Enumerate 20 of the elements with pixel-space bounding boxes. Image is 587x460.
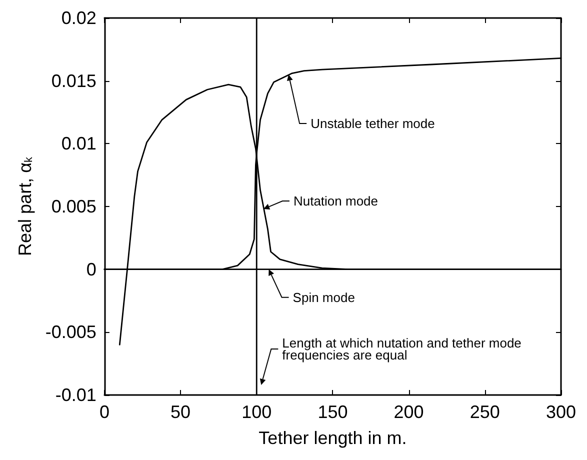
annotation: Length at which nutation and tether mode frequencies are equal <box>282 335 522 362</box>
y-tick-label: -0.005 <box>45 322 96 342</box>
annotation: Nutation mode <box>293 194 378 209</box>
x-tick-label: 100 <box>242 402 272 422</box>
y-tick-label: -0.01 <box>55 385 96 405</box>
y-tick-label: 0.015 <box>51 70 96 91</box>
x-tick-label: 150 <box>318 402 348 422</box>
x-axis-title: Tether length in m. <box>258 428 407 448</box>
y-tick-label: 0.005 <box>51 196 96 216</box>
y-axis-title: Real part, αk <box>15 156 35 256</box>
y-tick-label: 0.01 <box>61 134 96 154</box>
x-tick-label: 300 <box>546 402 576 422</box>
y-tick-label: 0.02 <box>61 8 96 28</box>
x-tick-label: 250 <box>470 402 500 422</box>
x-tick-label: 0 <box>99 402 110 422</box>
x-tick-label: 50 <box>170 402 191 422</box>
annotation: Spin mode <box>292 290 355 305</box>
annotation: Unstable tether mode <box>310 116 435 132</box>
x-tick-label: 200 <box>394 402 424 422</box>
y-tick-label: 0 <box>86 259 96 280</box>
